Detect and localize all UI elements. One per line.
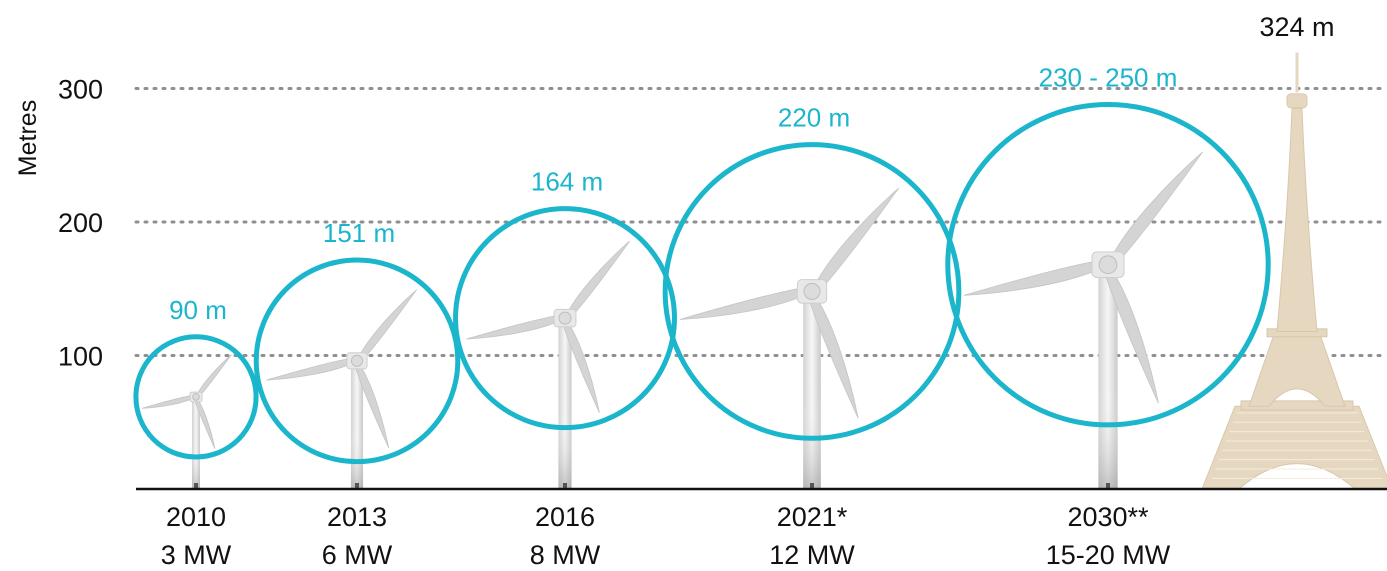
turbine-blade	[1102, 264, 1159, 404]
turbine-2030	[945, 102, 1271, 489]
eiffel-tower-icon	[1201, 52, 1387, 490]
year-label: 2021*	[777, 502, 848, 532]
rotor-diameter-label: 151 m	[323, 218, 395, 248]
year-label: 2030**	[1067, 502, 1149, 532]
y-tick-label: 300	[58, 75, 103, 105]
rotor-diameter-label: 164 m	[531, 167, 603, 197]
turbine-blade	[353, 360, 390, 449]
turbine-blade	[564, 240, 631, 322]
turbine-blade	[141, 394, 197, 409]
capacity-label: 12 MW	[769, 540, 855, 570]
turbine-blade	[679, 285, 813, 320]
turbine-2013	[253, 257, 461, 489]
rotor-diameter-circle	[945, 102, 1271, 428]
turbine-2010	[133, 334, 259, 489]
rotor-diameter-circle	[662, 142, 962, 441]
rotor-diameter-circle	[253, 257, 461, 465]
turbine-tower	[192, 396, 200, 489]
turbine-blade	[1107, 151, 1204, 269]
turbine-blade	[266, 356, 358, 381]
rotor-diameter-circle	[453, 206, 677, 431]
year-label: 2010	[166, 502, 226, 532]
capacity-label: 8 MW	[530, 540, 601, 570]
turbine-blade	[963, 258, 1109, 296]
year-label: 2013	[327, 502, 387, 532]
turbine-2016	[453, 206, 677, 489]
turbine-blade	[193, 396, 216, 449]
rotor-diameter-label: 220 m	[778, 103, 850, 133]
y-axis-title: Metres	[14, 100, 42, 176]
capacity-label: 15-20 MW	[1046, 540, 1171, 570]
turbine-blade	[811, 187, 900, 296]
year-label: 2016	[535, 502, 595, 532]
capacity-label: 3 MW	[161, 540, 232, 570]
turbine-blade	[466, 313, 566, 340]
turbine-blade	[806, 290, 859, 419]
turbines	[133, 102, 1271, 489]
labels: 90 m 2010 3 MW 151 m 2013 6 MW 164 m 2016 8 MW 22…	[161, 12, 1335, 570]
capacity-label: 6 MW	[322, 540, 393, 570]
y-tick-label: 100	[58, 342, 103, 372]
turbine-2021	[662, 142, 962, 489]
gridlines	[134, 87, 1387, 357]
rotor-diameter-circle	[133, 334, 259, 460]
y-tick-label: 200	[58, 208, 103, 238]
rotor-diameter-label: 90 m	[169, 295, 227, 325]
rotor-diameter-label: 230 - 250 m	[1039, 63, 1178, 93]
turbine-blade	[356, 289, 417, 364]
eiffel-tower-height-label: 324 m	[1259, 12, 1334, 42]
y-axis: Metres 100 200 300	[14, 75, 103, 372]
turbine-blade	[195, 354, 232, 399]
turbine-blade	[560, 317, 600, 413]
